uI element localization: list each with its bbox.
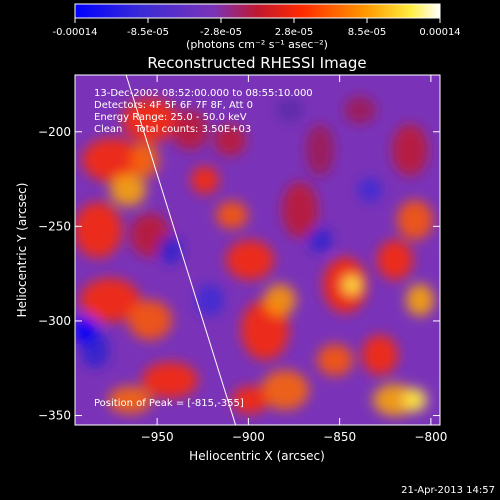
heatmap (75, 75, 440, 425)
peak-position-label: Position of Peak = [-815,-355] (94, 398, 244, 409)
y-tick-label: −200 (38, 125, 71, 139)
x-tick-label: −800 (414, 430, 447, 444)
plot-frame (74, 74, 441, 426)
info-line-4: Clean Total counts: 3.50E+03 (94, 124, 251, 135)
y-axis-label: Heliocentric Y (arcsec) (15, 183, 29, 318)
colorbar-tick-label: 0.00014 (419, 27, 460, 38)
info-block: 13-Dec-2002 08:52:00.000 to 08:55:10.000… (94, 88, 313, 135)
colorbar-tick-label: -8.5e-05 (127, 27, 169, 38)
colorbar-tick-label: -2.8e-05 (200, 27, 242, 38)
info-line-3: Energy Range: 25.0 - 50.0 keV (94, 112, 247, 123)
info-line-2: Detectors: 4F 5F 6F 7F 8F, Att 0 (94, 100, 253, 111)
y-tick-label: −300 (38, 314, 71, 328)
timestamp: 21-Apr-2013 14:57 (401, 485, 495, 496)
colorbar-unit-label: (photons cm⁻² s⁻¹ asec⁻²) (186, 38, 328, 51)
y-tick-label: −250 (38, 219, 71, 233)
colorbar-ticks: -0.00014 -8.5e-05 -2.8e-05 2.8e-05 8.5e-05 0.… (53, 18, 461, 38)
colorbar (74, 3, 441, 19)
colorbar-tick-label: 2.8e-05 (275, 27, 313, 38)
x-tick-label: −950 (141, 430, 174, 444)
y-tick-label: −350 (38, 409, 71, 423)
axis-ticks: −950 −900 −850 −800 −200 −250 −300 −350 (38, 75, 447, 444)
limb-line (125, 75, 237, 425)
chart-title: Reconstructed RHESSI Image (147, 54, 366, 72)
colorbar-tick-label: 8.5e-05 (348, 27, 386, 38)
x-tick-label: −850 (323, 430, 356, 444)
x-axis-label: Heliocentric X (arcsec) (189, 449, 325, 463)
colorbar-tick-label: -0.00014 (53, 27, 98, 38)
info-line-1: 13-Dec-2002 08:52:00.000 to 08:55:10.000 (94, 88, 313, 99)
x-tick-label: −900 (232, 430, 265, 444)
